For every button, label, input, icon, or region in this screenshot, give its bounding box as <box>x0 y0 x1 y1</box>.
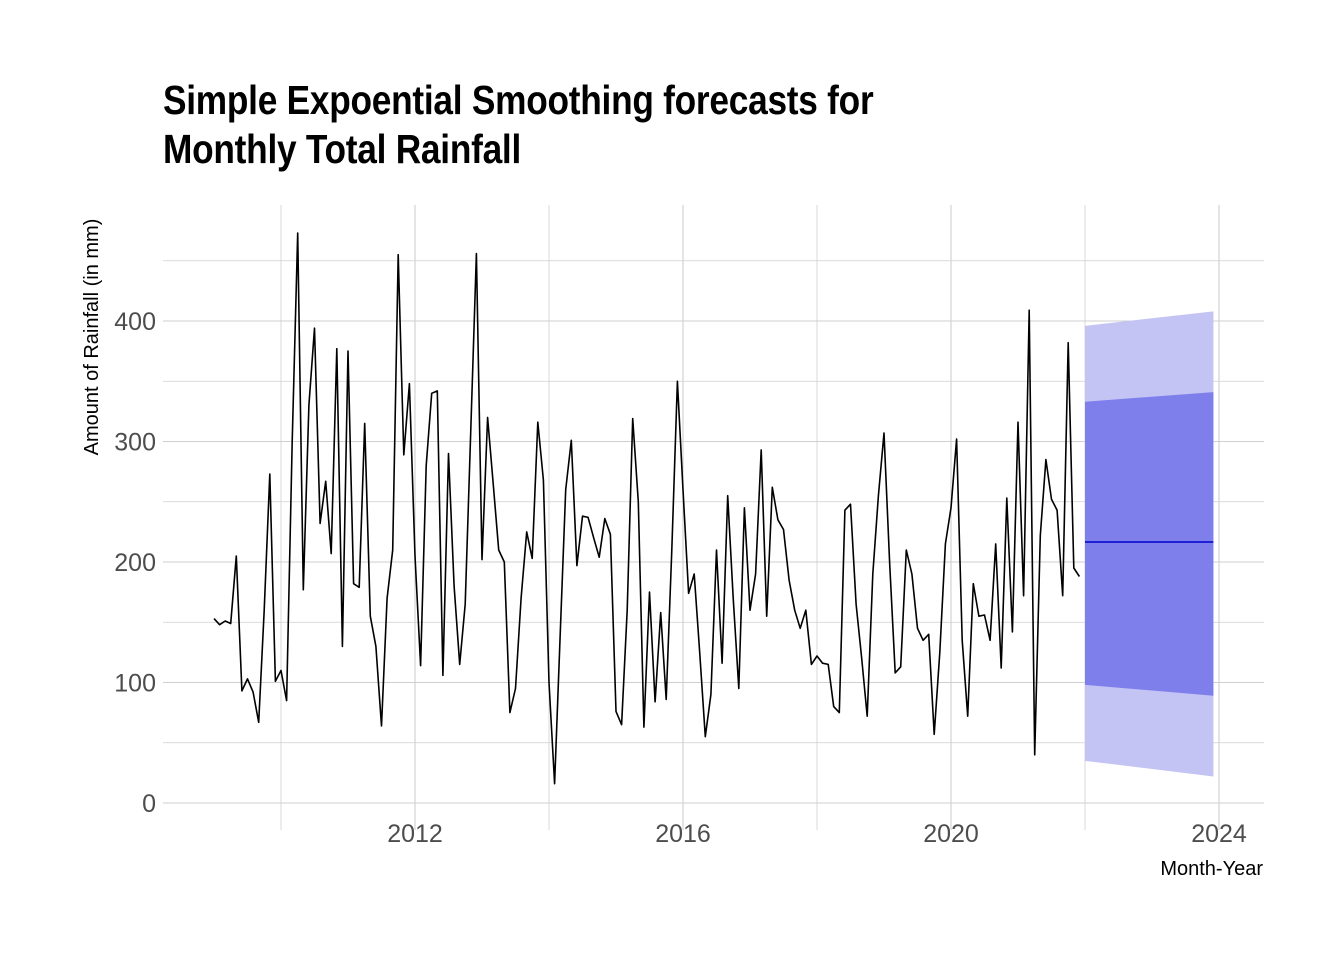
y-tick-label: 100 <box>114 670 156 698</box>
x-tick-label: 2024 <box>1191 820 1247 848</box>
forecast-bands <box>1085 311 1214 777</box>
y-tick-label: 0 <box>142 790 156 818</box>
x-tick-label: 2016 <box>655 820 711 848</box>
x-axis-ticks: 2012 2016 2020 2024 <box>387 820 1247 848</box>
chart-title: Simple Expoential Smoothing forecasts fo… <box>163 76 874 174</box>
series-lines <box>213 232 1214 785</box>
x-axis-title: Month-Year <box>1160 858 1263 880</box>
chart-title-line-1: Simple Expoential Smoothing forecasts fo… <box>163 77 874 123</box>
grid-minor <box>163 205 1264 830</box>
y-axis-title: Amount of Rainfall (in mm) <box>81 219 103 456</box>
chart-title-line-2: Monthly Total Rainfall <box>163 126 522 172</box>
forecast-band-80 <box>1085 392 1214 696</box>
y-tick-label: 200 <box>114 549 156 577</box>
x-tick-label: 2020 <box>923 820 979 848</box>
y-axis-ticks: 0 100 200 300 400 <box>114 308 156 818</box>
rainfall-line <box>213 232 1081 785</box>
y-tick-label: 300 <box>114 429 156 457</box>
y-tick-label: 400 <box>114 308 156 336</box>
x-tick-label: 2012 <box>387 820 443 848</box>
